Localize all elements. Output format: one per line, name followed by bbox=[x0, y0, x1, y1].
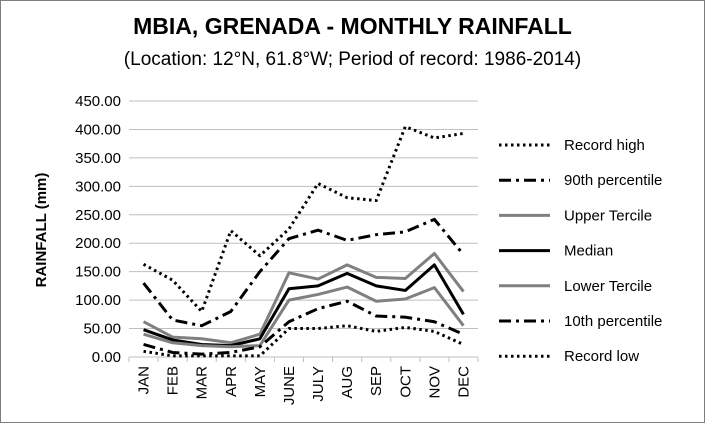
series-line-record-low bbox=[143, 324, 465, 358]
y-axis-ticks: 0.00 50.00 100.00 150.00 200.00 250.00 300.00 3… bbox=[75, 93, 121, 366]
y-axis-label: RAINFALL (mm) bbox=[33, 173, 50, 288]
legend-label: Median bbox=[564, 243, 613, 260]
y-tick-label: 400.00 bbox=[75, 121, 121, 138]
x-tick-label: JULY bbox=[310, 366, 327, 402]
legend-label: 90th percentile bbox=[564, 172, 662, 189]
x-tick-label: MAR bbox=[194, 366, 211, 400]
x-tick-label: AUG bbox=[339, 366, 356, 399]
series-line-90th-percentile bbox=[142, 217, 465, 328]
y-tick-label: 250.00 bbox=[75, 207, 121, 224]
x-tick-label: SEP bbox=[368, 366, 385, 396]
x-tick-label: FEB bbox=[165, 366, 182, 395]
legend: Record high 90th percentile Upper Tercile M… bbox=[499, 137, 662, 365]
x-tick-label: OCT bbox=[397, 366, 414, 398]
y-tick-label: 350.00 bbox=[75, 150, 121, 167]
y-tick-label: 200.00 bbox=[75, 235, 121, 252]
series-line-lower-tercile bbox=[143, 285, 465, 349]
legend-label: Lower Tercile bbox=[564, 278, 652, 295]
x-tick-label: MAY bbox=[252, 366, 269, 397]
grid-lines bbox=[129, 100, 478, 358]
series-line-10th-percentile bbox=[143, 299, 465, 356]
y-tick-label: 100.00 bbox=[75, 292, 121, 309]
x-axis-ticks: JAN FEB MAR APR MAY JUNE JULY AUG SEP OCT NOV DEC bbox=[128, 357, 479, 405]
x-tick-label: NOV bbox=[426, 366, 443, 399]
chart-subtitle: (Location: 12°N, 61.8°W; Period of recor… bbox=[123, 49, 582, 70]
y-tick-label: 450.00 bbox=[75, 93, 121, 110]
series-lines bbox=[142, 125, 465, 358]
x-tick-label: DEC bbox=[455, 366, 472, 398]
x-tick-label: JUNE bbox=[281, 366, 298, 405]
legend-label: Upper Tercile bbox=[564, 207, 652, 224]
x-tick-label: APR bbox=[223, 366, 240, 397]
series-line-record-high bbox=[142, 125, 464, 313]
legend-label: Record low bbox=[564, 348, 639, 365]
chart-title: MBIA, GRENADA - MONTHLY RAINFALL bbox=[133, 13, 572, 39]
y-tick-label: 50.00 bbox=[83, 321, 121, 338]
y-tick-label: 0.00 bbox=[92, 349, 121, 366]
legend-label: Record high bbox=[564, 137, 645, 154]
legend-label: 10th percentile bbox=[564, 313, 662, 330]
y-tick-label: 300.00 bbox=[75, 178, 121, 195]
x-tick-label: JAN bbox=[136, 366, 153, 394]
y-tick-label: 150.00 bbox=[75, 264, 121, 281]
series-line-upper-tercile bbox=[142, 251, 465, 345]
